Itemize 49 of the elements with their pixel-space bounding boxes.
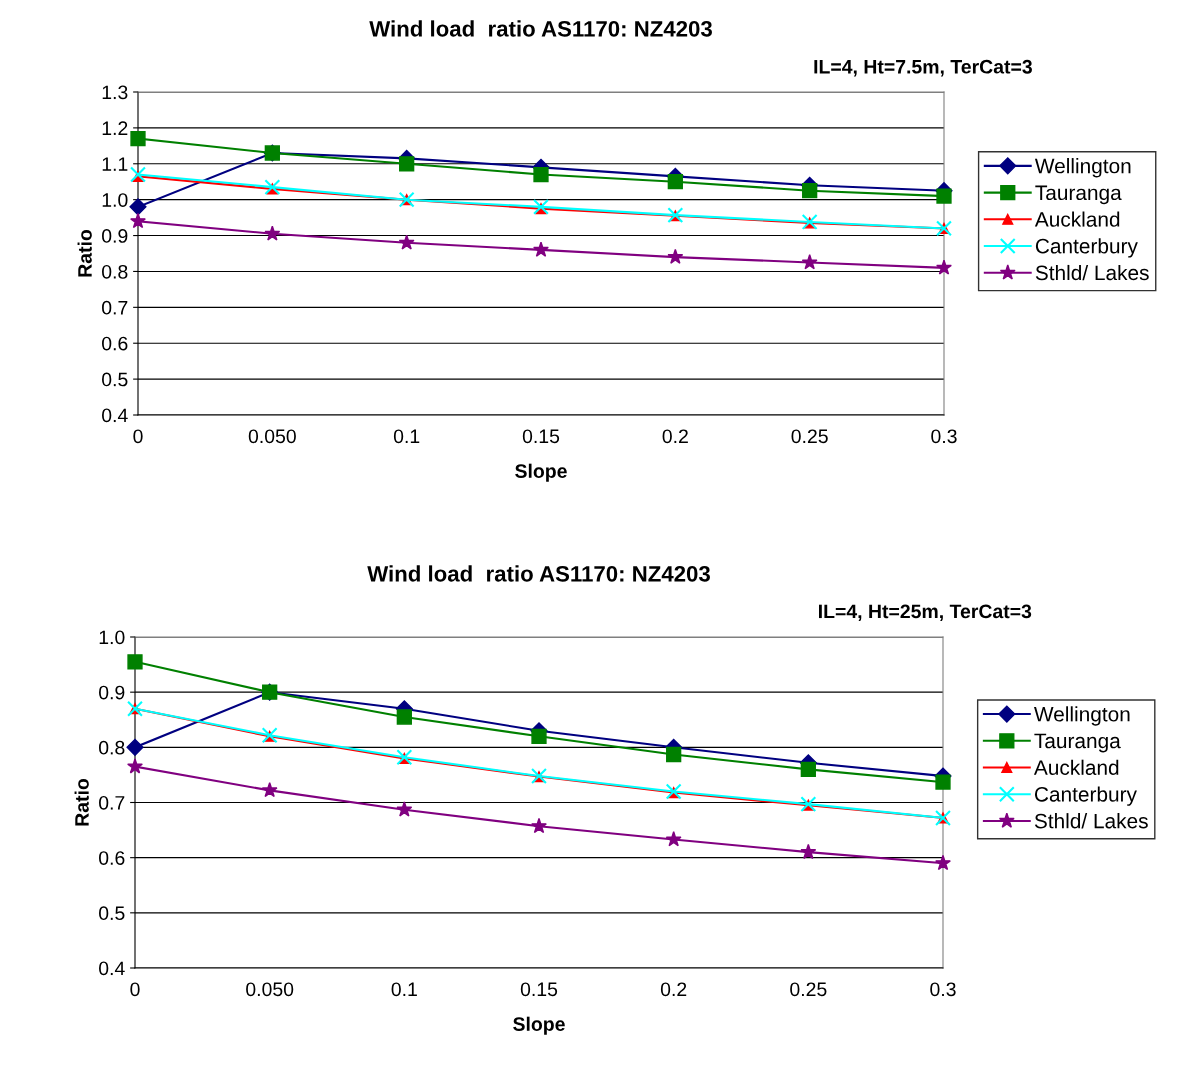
x-tick-label: 0.25 — [790, 982, 827, 997]
legend-label: Sthld/ Lakes — [1035, 264, 1149, 281]
y-tick-label: 0.4 — [99, 961, 125, 976]
y-tick-label: 0.6 — [102, 336, 128, 351]
legend-label: Tauranga — [1034, 733, 1121, 753]
y-tick-label: 1.0 — [99, 630, 125, 645]
y-tick-label: 1.3 — [102, 85, 128, 100]
x-tick-label: 0.1 — [393, 429, 420, 444]
x-tick-label: 0.050 — [246, 982, 294, 997]
y-tick-label: 1.0 — [102, 193, 128, 207]
y-tick-label: 1.1 — [102, 157, 128, 171]
legend-label: Canterbury — [1034, 786, 1137, 806]
x-axis-title: Slope — [515, 463, 567, 482]
x-tick-label: 0.3 — [930, 982, 956, 997]
x-tick-label: 0.2 — [662, 429, 688, 444]
y-tick-label: 0.4 — [102, 408, 128, 423]
x-tick-label: 0.2 — [660, 982, 687, 997]
chart-title: Wind load ratio AS1170: NZ4203 — [367, 565, 710, 582]
chart-subtitle: IL=4, Ht=7.5m, TerCat=3 — [814, 59, 1032, 77]
y-tick-label: 0.9 — [99, 685, 125, 700]
legend-label: Wellington — [1034, 706, 1130, 726]
y-tick-label: 0.9 — [102, 229, 128, 243]
y-tick-label: 0.5 — [102, 372, 128, 387]
y-axis-title: Ratio — [74, 778, 89, 826]
x-tick-label: 0.25 — [791, 429, 828, 444]
y-tick-label: 0.8 — [99, 740, 125, 755]
x-tick-label: 0 — [133, 429, 143, 444]
y-tick-label: 0.5 — [99, 906, 125, 921]
y-tick-label: 1.2 — [102, 121, 128, 135]
chart-subtitle: IL=4, Ht=25m, TerCat=3 — [819, 604, 1032, 622]
legend-label: Tauranga — [1035, 185, 1122, 205]
x-tick-label: 0.1 — [391, 982, 417, 997]
x-tick-label: 0.15 — [520, 982, 558, 997]
y-tick-label: 0.8 — [102, 264, 128, 279]
x-tick-label: 0.15 — [522, 429, 560, 444]
legend-label: Auckland — [1034, 211, 1120, 227]
y-axis-title: Ratio — [77, 229, 92, 277]
x-tick-label: 0 — [130, 982, 140, 997]
legend-label: Auckland — [1033, 759, 1119, 775]
legend-label: Wellington — [1034, 158, 1131, 178]
x-tick-label: 0.3 — [931, 429, 957, 444]
x-axis-title: Slope — [513, 1016, 565, 1035]
y-tick-label: 0.6 — [99, 851, 125, 865]
y-tick-label: 0.7 — [99, 795, 125, 810]
y-tick-label: 0.7 — [102, 300, 128, 315]
legend-label: Sthld/ Lakes — [1034, 813, 1148, 829]
chart-title: Wind load ratio AS1170: NZ4203 — [369, 20, 712, 37]
legend-label: Canterbury — [1035, 238, 1138, 258]
x-tick-label: 0.050 — [248, 429, 296, 444]
